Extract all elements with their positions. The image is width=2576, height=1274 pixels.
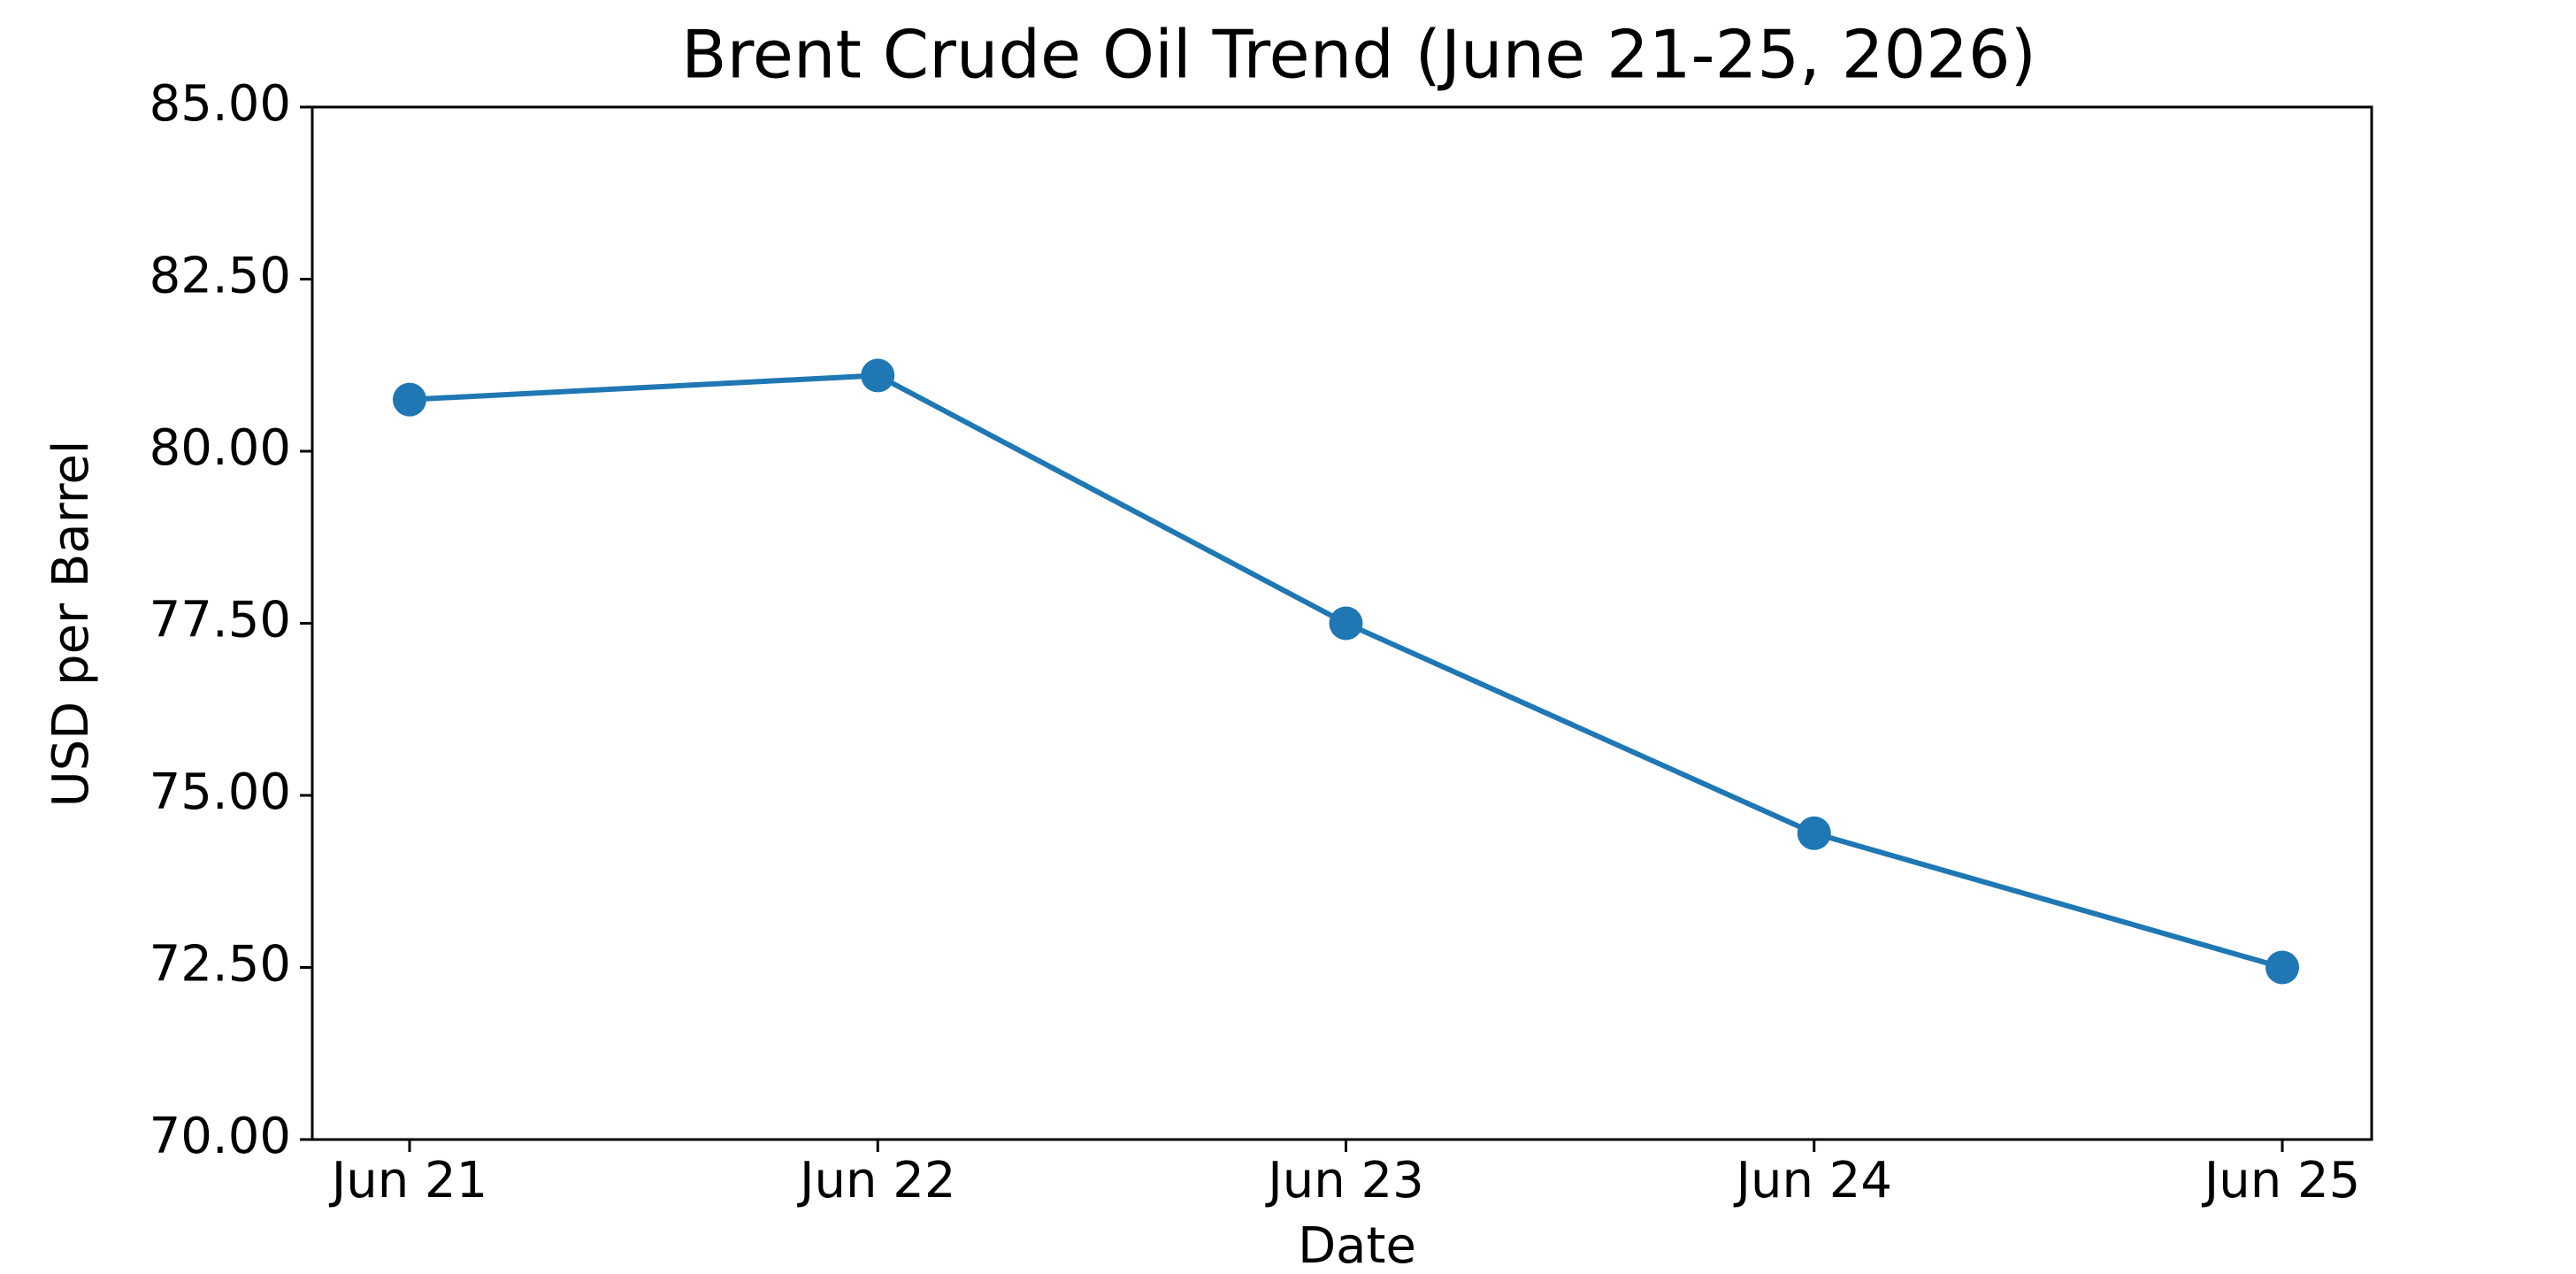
point xyxy=(861,358,895,393)
x-tick-label: Jun 24 xyxy=(1733,1152,1892,1209)
x-tick-label: Jun 21 xyxy=(329,1152,488,1209)
chart-title: Brent Crude Oil Trend (June 21-25, 2026) xyxy=(681,16,2036,94)
point xyxy=(393,382,426,417)
x-tick-label: Jun 22 xyxy=(797,1152,956,1209)
x-tick-label: Jun 25 xyxy=(2202,1152,2361,1209)
y-axis-label: USD per Barrel xyxy=(42,441,100,808)
y-tick-label: 80.00 xyxy=(150,419,291,477)
y-tick-label: 72.50 xyxy=(150,936,291,994)
y-tick-label: 75.00 xyxy=(150,764,291,821)
x-axis-label: Date xyxy=(1298,1217,1416,1274)
x-tick-label: Jun 23 xyxy=(1265,1152,1424,1209)
y-tick-label: 77.50 xyxy=(150,592,291,649)
y-tick-label: 70.00 xyxy=(150,1108,291,1165)
point xyxy=(1329,606,1363,641)
y-tick-label: 85.00 xyxy=(150,75,291,133)
point xyxy=(2266,950,2299,985)
line xyxy=(409,372,2283,971)
y-tick-label: 82.50 xyxy=(150,248,291,305)
point xyxy=(1797,816,1831,850)
